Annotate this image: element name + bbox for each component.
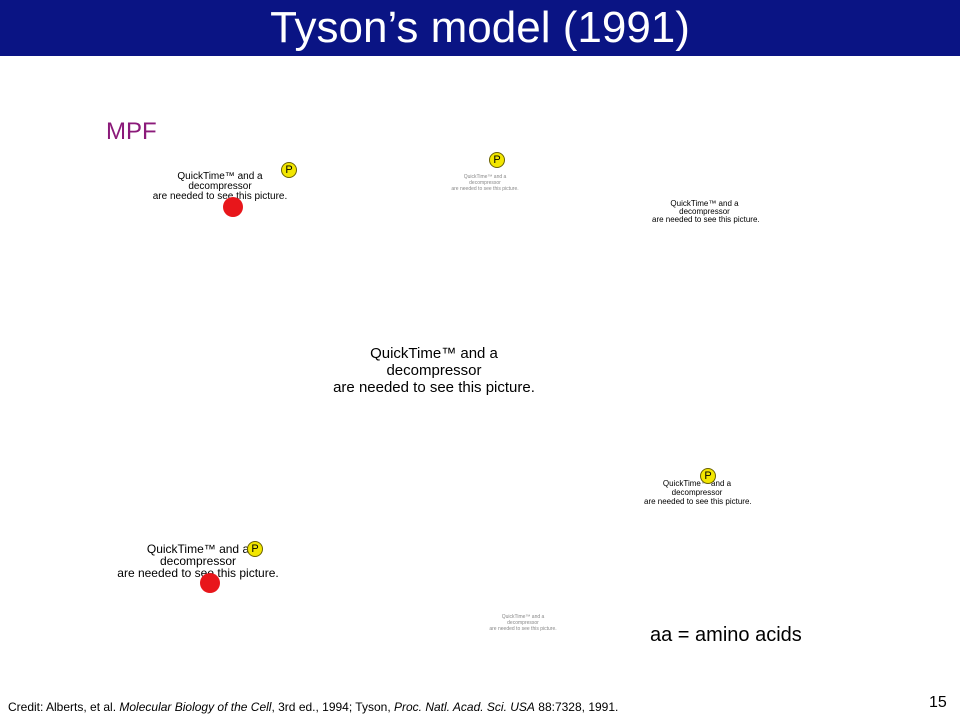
- quicktime-placeholder-top-center: QuickTime™ and a decompressor are needed…: [440, 174, 530, 192]
- quicktime-placeholder-top-right: QuickTime™ and a decompressor are needed…: [652, 199, 760, 224]
- placeholder-line-2: decompressor: [159, 554, 237, 568]
- placeholder-line-3: are needed to see this picture.: [644, 497, 752, 506]
- mpf-label: MPF: [106, 118, 157, 145]
- title-bar: [0, 0, 960, 56]
- quicktime-placeholder-right: QuickTime™ and a decompressor are needed…: [644, 479, 752, 506]
- phosphate-badge: P: [281, 162, 297, 178]
- phosphate-badge: P: [489, 152, 505, 168]
- slide-number: 15: [929, 694, 947, 711]
- placeholder-line-2: decompressor: [188, 181, 252, 192]
- credit-suffix: 88:7328, 1991.: [534, 700, 619, 714]
- placeholder-line-1: QuickTime™ and a: [177, 171, 263, 182]
- quicktime-placeholder-bottom-left: QuickTime™ and a decompressor are needed…: [110, 543, 286, 579]
- placeholder-line-1: QuickTime™ and a: [370, 345, 498, 362]
- placeholder-line-3: are needed to see this picture.: [333, 379, 535, 396]
- placeholder-line-1: QuickTime™ and a: [670, 199, 739, 208]
- credit-book-title: Molecular Biology of the Cell: [119, 700, 272, 714]
- placeholder-line-1: QuickTime™ and a: [146, 542, 250, 556]
- placeholder-line-3: are needed to see this picture.: [451, 186, 519, 192]
- red-dot-marker: [223, 197, 243, 217]
- placeholder-line-3: are needed to see this picture.: [117, 566, 279, 580]
- phosphate-badge: P: [247, 541, 263, 557]
- placeholder-line-3: are needed to see this picture.: [652, 215, 760, 224]
- placeholder-line-2: decompressor: [671, 488, 723, 497]
- credit-line: Credit: Alberts, et al. Molecular Biolog…: [8, 700, 618, 714]
- phosphate-badge: P: [700, 468, 716, 484]
- credit-prefix: Credit: Alberts, et al.: [8, 700, 120, 714]
- quicktime-placeholder-center: QuickTime™ and a decompressor are needed…: [326, 345, 542, 396]
- credit-mid: , 3rd ed., 1994; Tyson,: [271, 700, 394, 714]
- credit-journal-title: Proc. Natl. Acad. Sci. USA: [394, 700, 535, 714]
- amino-acids-note: aa = amino acids: [650, 624, 802, 646]
- slide-title: Tyson’s model (1991): [270, 3, 690, 52]
- quicktime-placeholder-top-left: QuickTime™ and a decompressor are needed…: [150, 172, 290, 202]
- placeholder-line-1: QuickTime™ and a: [662, 479, 732, 488]
- red-dot-marker: [200, 573, 220, 593]
- placeholder-line-1: QuickTime™ and a: [463, 174, 507, 180]
- placeholder-line-2: decompressor: [469, 180, 501, 186]
- quicktime-placeholder-bottom-center: QuickTime™ and a decompressor are needed…: [478, 614, 568, 632]
- placeholder-line-3: are needed to see this picture.: [152, 191, 288, 202]
- placeholder-line-2: decompressor: [679, 207, 730, 216]
- placeholder-line-1: QuickTime™ and a: [501, 614, 545, 620]
- placeholder-line-2: decompressor: [386, 362, 482, 379]
- placeholder-line-3: are needed to see this picture.: [489, 626, 557, 632]
- placeholder-line-2: decompressor: [507, 620, 539, 626]
